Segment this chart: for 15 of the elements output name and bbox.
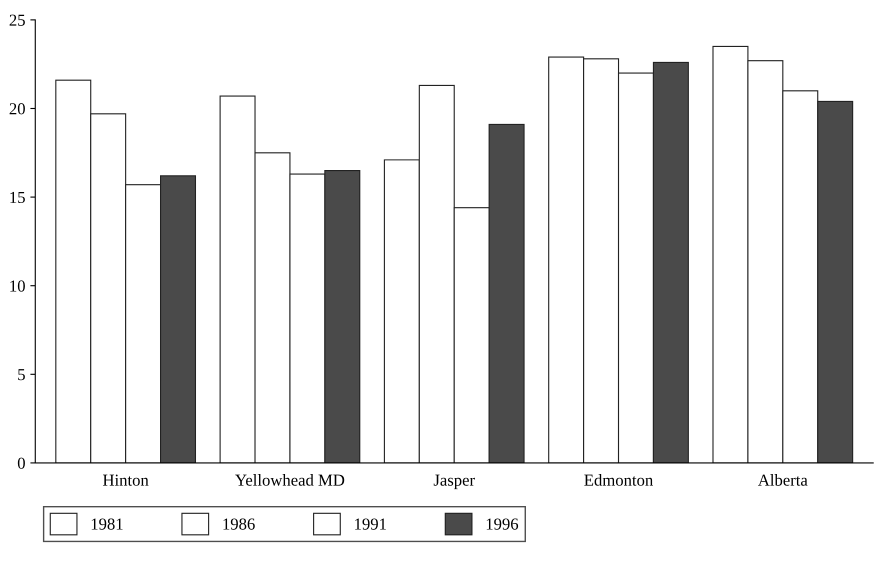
- x-tick-label: Edmonton: [584, 474, 653, 486]
- legend-label: 1981: [92, 518, 123, 530]
- legend-label: 1991: [355, 518, 386, 530]
- x-tick-label: Jasper: [434, 474, 475, 490]
- y-tick-label: 10: [10, 280, 25, 292]
- legend-label: 1996: [486, 518, 518, 530]
- x-tick-label: Yellowhead MD: [235, 474, 344, 486]
- y-tick-label: 5: [18, 369, 25, 380]
- y-tick-label: 0: [18, 458, 25, 469]
- y-tick-label: 20: [10, 103, 25, 114]
- x-tick-label: Alberta: [758, 474, 808, 486]
- legend-label: 1986: [223, 518, 255, 530]
- y-tick-label: 25: [10, 14, 25, 26]
- y-tick-label: 15: [10, 192, 25, 204]
- x-tick-label: Hinton: [102, 474, 149, 486]
